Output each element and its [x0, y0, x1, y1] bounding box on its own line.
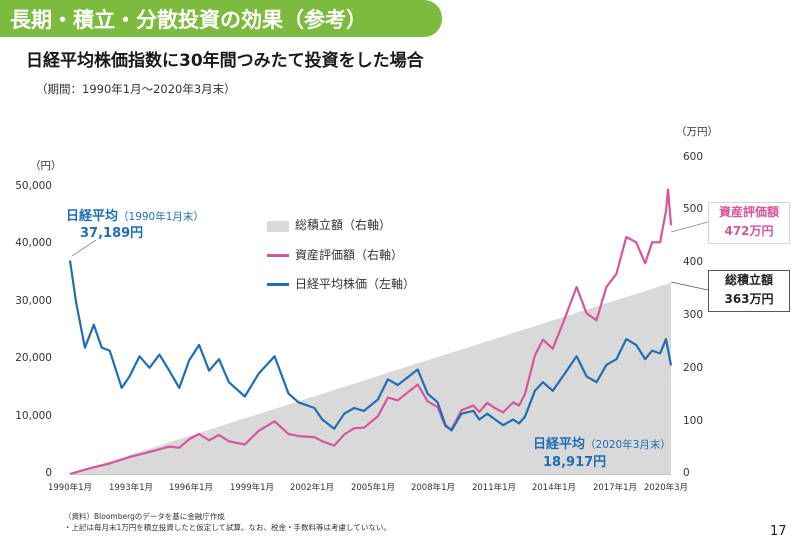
start-leader-line: [71, 239, 97, 257]
start-annotation-date: （1990年1月末）: [118, 211, 204, 223]
banner-title: 長期・積立・分散投資の効果（参考）: [10, 8, 367, 32]
right-tick: 600: [683, 151, 704, 163]
left-tick: 40,000: [15, 237, 52, 249]
total-leader-line: [670, 281, 709, 291]
end-annotation-label: 日経平均: [533, 437, 586, 452]
legend-nikkei: 日経平均株価（左軸）: [295, 277, 416, 291]
x-tick: 2017年1月: [592, 483, 638, 493]
asset-leader-line: [670, 221, 709, 233]
x-tick: 2014年1月: [531, 483, 577, 493]
legend-asset-value: 資産評価額（右軸）: [295, 248, 404, 262]
legend-swatch-cumulative: [267, 221, 289, 232]
left-tick: 10,000: [15, 410, 52, 422]
x-tick: 2002年1月: [289, 483, 335, 493]
left-tick: 30,000: [15, 295, 52, 307]
total-callout-value: 363万円: [724, 292, 774, 306]
page-number: 17: [770, 524, 787, 539]
series-line-nikkei: [68, 260, 673, 432]
series-line-asset-value: [69, 188, 673, 476]
end-annotation-date: （2020年3月末）: [585, 439, 671, 451]
asset-callout-label: 資産評価額: [718, 205, 779, 219]
asset-value-callout: 資産評価額 472万円: [708, 202, 790, 244]
right-tick: 200: [683, 362, 704, 374]
series-area-cumulative: [70, 282, 671, 474]
right-tick: 500: [683, 203, 704, 215]
chart-subtitle: 日経平均株価指数に30年間つみたて投資をした場合: [26, 51, 424, 71]
start-annotation-value: 37,189円: [80, 226, 144, 241]
right-tick: 300: [683, 309, 704, 321]
legend-cumulative: 総積立額（右軸）: [295, 218, 392, 232]
left-tick: 50,000: [15, 180, 52, 192]
period-label: （期間：1990年1月～2020年3月末）: [36, 82, 236, 96]
left-tick: 0: [45, 467, 52, 479]
source-note: （資料）Bloombergのデータを基に金融庁作成: [64, 512, 225, 521]
start-annotation-label: 日経平均: [66, 209, 119, 224]
end-annotation: 日経平均（2020年3月末）: [533, 433, 671, 452]
right-tick: 400: [683, 256, 704, 268]
left-axis-unit: （円）: [30, 160, 62, 172]
x-tick: 2011年1月: [471, 483, 517, 493]
right-tick: 100: [683, 415, 704, 427]
legend-swatch-asset: [267, 254, 289, 257]
right-axis-unit: （万円）: [676, 126, 718, 138]
end-annotation-value: 18,917円: [543, 455, 607, 470]
x-tick: 2005年1月: [350, 483, 396, 493]
asset-callout-value: 472万円: [724, 224, 774, 238]
assumption-note: ・上記は毎月末1万円を積立投資したと仮定して試算。なお、税金・手数料等は考慮して…: [64, 523, 391, 532]
x-tick: 2008年1月: [410, 483, 456, 493]
x-tick: 1990年1月: [47, 483, 93, 493]
total-contribution-callout: 総積立額 363万円: [708, 270, 790, 312]
legend-swatch-nikkei: [267, 283, 289, 286]
right-tick: 0: [683, 467, 690, 479]
x-tick: 1996年1月: [168, 483, 214, 493]
title-banner: 長期・積立・分散投資の効果（参考）: [0, 0, 442, 37]
x-tick: 2020年3月: [643, 483, 689, 493]
x-tick: 1999年1月: [229, 483, 275, 493]
start-annotation: 日経平均（1990年1月末）: [66, 205, 204, 224]
left-tick: 20,000: [15, 352, 52, 364]
total-callout-label: 総積立額: [724, 273, 773, 287]
x-tick: 1993年1月: [108, 483, 154, 493]
